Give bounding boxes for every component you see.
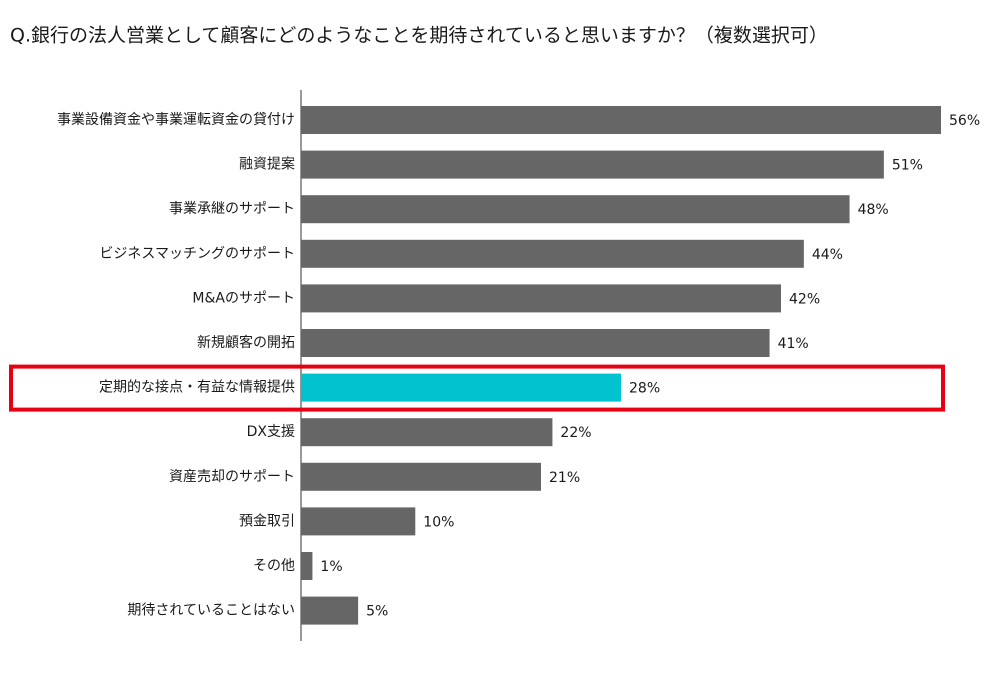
category-label: 事業設備資金や事業運転資金の貸付け — [57, 112, 295, 128]
bar — [301, 329, 770, 357]
category-label: ビジネスマッチングのサポート — [99, 246, 295, 262]
value-label: 48% — [858, 202, 889, 218]
bar — [301, 106, 941, 134]
bar — [301, 507, 416, 536]
category-label: 資産売却のサポート — [169, 469, 295, 485]
value-label: 44% — [812, 247, 843, 263]
bar — [301, 596, 359, 625]
value-label: 42% — [789, 291, 820, 307]
category-label: M&Aのサポート — [192, 290, 295, 306]
bar — [301, 462, 541, 491]
bar — [301, 552, 313, 580]
value-label: 22% — [560, 425, 591, 441]
value-label: 28% — [629, 381, 660, 397]
category-label: その他 — [253, 558, 295, 574]
category-label: 新規顧客の開拓 — [197, 334, 295, 351]
category-label: 預金取引 — [239, 513, 295, 529]
value-label: 5% — [366, 604, 388, 620]
category-label: 期待されていることはない — [127, 603, 295, 619]
category-label: 事業承継のサポート — [169, 201, 295, 217]
value-label: 1% — [320, 559, 342, 575]
category-label: 融資提案 — [239, 156, 295, 173]
bar — [301, 284, 781, 313]
bar — [301, 195, 850, 224]
bar — [301, 150, 884, 179]
value-label: 10% — [423, 514, 454, 530]
value-label: 51% — [892, 158, 923, 174]
category-label: 定期的な接点・有益な情報提供 — [99, 379, 295, 396]
value-label: 21% — [549, 470, 580, 486]
bar — [301, 373, 621, 402]
bar — [301, 418, 553, 447]
chart-title: Q.銀行の法人営業として顧客にどのようなことを期待されていると思いますか？（複数… — [10, 25, 828, 47]
value-label: 41% — [778, 336, 809, 352]
highlight-box — [9, 364, 945, 412]
category-label: DX支援 — [247, 424, 295, 440]
bar — [301, 239, 804, 268]
value-label: 56% — [949, 113, 980, 129]
